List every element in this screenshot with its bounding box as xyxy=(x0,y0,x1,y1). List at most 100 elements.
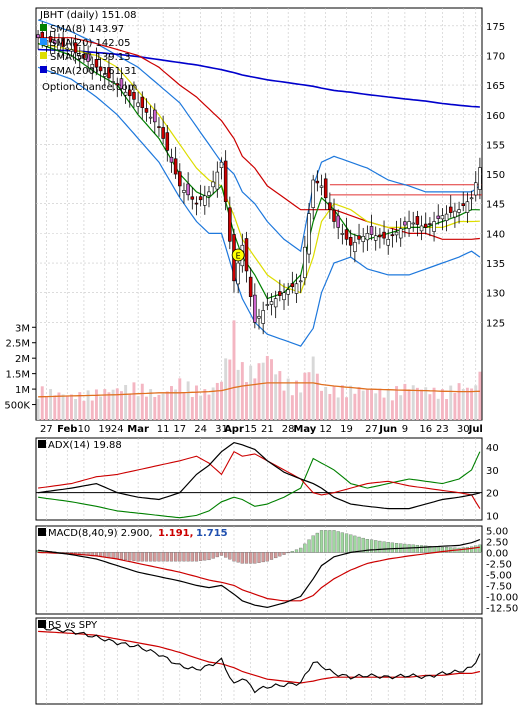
volume-bar xyxy=(103,389,107,420)
candle-body xyxy=(382,231,386,239)
macd-histogram-bar xyxy=(261,552,265,563)
candle-body xyxy=(223,160,228,203)
candle-body xyxy=(265,304,270,306)
x-tick-label: Feb xyxy=(57,424,77,435)
candle-body xyxy=(161,127,165,139)
price-tick-label: 175 xyxy=(486,22,505,33)
volume-bar xyxy=(74,398,78,420)
macd-tick-label: 5.00 xyxy=(486,526,508,537)
volume-bar xyxy=(386,389,390,420)
macd-histogram-bar xyxy=(182,552,186,562)
macd-histogram-bar xyxy=(390,542,394,553)
macd-histogram-bar xyxy=(444,547,449,553)
adx-tick-label: 30 xyxy=(486,466,499,477)
volume-bar xyxy=(449,385,453,420)
x-tick-label: Apr xyxy=(224,424,244,435)
x-tick-label: 31 xyxy=(215,424,228,435)
x-tick-label: Mar xyxy=(127,424,149,435)
macd-tick-label: 2.50 xyxy=(486,537,508,548)
macd-histogram-bar xyxy=(178,552,182,562)
macd-histogram-bar xyxy=(249,552,253,564)
macd-histogram-bar xyxy=(161,552,165,562)
candle-body xyxy=(178,171,182,187)
volume-bar xyxy=(436,398,440,420)
volume-bar xyxy=(195,385,198,420)
chart-title: JBHT (daily) 151.08 xyxy=(39,10,137,21)
volume-bar xyxy=(374,393,378,420)
macd-histogram-bar xyxy=(244,552,249,564)
macd-histogram-bar xyxy=(336,531,340,553)
macd-histogram-bar xyxy=(357,536,361,553)
volume-bar xyxy=(353,393,357,420)
volume-bar xyxy=(40,386,44,420)
x-tick-label: 9 xyxy=(402,424,408,435)
volume-bar xyxy=(274,374,278,420)
x-tick-label: 27 xyxy=(40,424,53,435)
volume-bar xyxy=(470,388,474,420)
candle-body xyxy=(336,215,340,228)
candle-body xyxy=(186,183,190,196)
volume-bar xyxy=(90,400,94,420)
candle-body xyxy=(215,171,220,190)
candle-body xyxy=(457,209,461,213)
macd-histogram-bar xyxy=(190,552,194,562)
legend-swatch xyxy=(40,52,47,59)
volume-bar xyxy=(478,371,482,420)
macd-histogram-label: 1.715 xyxy=(196,528,228,539)
macd-histogram-bar xyxy=(140,552,144,562)
candle-body xyxy=(390,234,395,237)
volume-bar xyxy=(236,369,240,420)
candle-body xyxy=(52,40,57,44)
candle-body xyxy=(332,209,336,222)
volume-bar xyxy=(290,395,294,420)
volume-bar xyxy=(474,385,478,420)
candle-body xyxy=(90,64,95,69)
candle-body xyxy=(386,239,390,246)
macd-histogram-bar xyxy=(149,552,153,562)
macd-histogram-bar xyxy=(257,552,261,563)
volume-bar xyxy=(65,396,69,420)
volume-bar xyxy=(132,382,136,420)
candle-body xyxy=(398,228,403,239)
price-tick-label: 130 xyxy=(486,289,505,300)
sma50-line xyxy=(38,37,480,240)
macd-histogram-bar xyxy=(415,544,420,553)
volume-bar xyxy=(144,396,148,420)
volume-bar xyxy=(295,380,298,420)
volume-bar xyxy=(357,387,361,420)
price-tick-label: 125 xyxy=(486,318,505,329)
macd-histogram-bar xyxy=(224,552,228,558)
volume-bar xyxy=(153,396,157,420)
candle-body xyxy=(436,215,440,219)
price-tick-label: 150 xyxy=(486,170,505,181)
macd-histogram-bar xyxy=(299,547,303,553)
volume-bar xyxy=(265,355,269,420)
macd-histogram-bar xyxy=(232,552,236,562)
macd-tick-label: 0.00 xyxy=(486,548,508,559)
candle-body xyxy=(48,36,53,43)
volume-tick-label: 2M xyxy=(15,354,30,365)
volume-bar xyxy=(395,386,399,420)
volume-bar xyxy=(245,382,248,420)
legend-swatch xyxy=(40,38,47,45)
volume-bar xyxy=(390,400,394,420)
candle-body xyxy=(361,236,365,242)
candle-body xyxy=(103,74,107,77)
x-tick-label: 28 xyxy=(282,424,295,435)
macd-histogram-bar xyxy=(174,552,178,562)
volume-bar xyxy=(424,387,428,420)
candle-body xyxy=(65,47,70,50)
macd-histogram-bar xyxy=(132,552,136,561)
candle-body xyxy=(228,207,232,242)
volume-bar xyxy=(136,396,140,420)
x-tick-label: May xyxy=(293,424,316,435)
volume-bar xyxy=(232,320,236,420)
macd-histogram-bar xyxy=(228,552,232,560)
volume-bar xyxy=(69,394,73,420)
volume-bar xyxy=(453,392,457,420)
macd-histogram-bar xyxy=(374,540,378,553)
candle-body xyxy=(348,236,353,246)
volume-bar xyxy=(178,378,182,420)
adx-tick-label: 20 xyxy=(486,489,499,500)
